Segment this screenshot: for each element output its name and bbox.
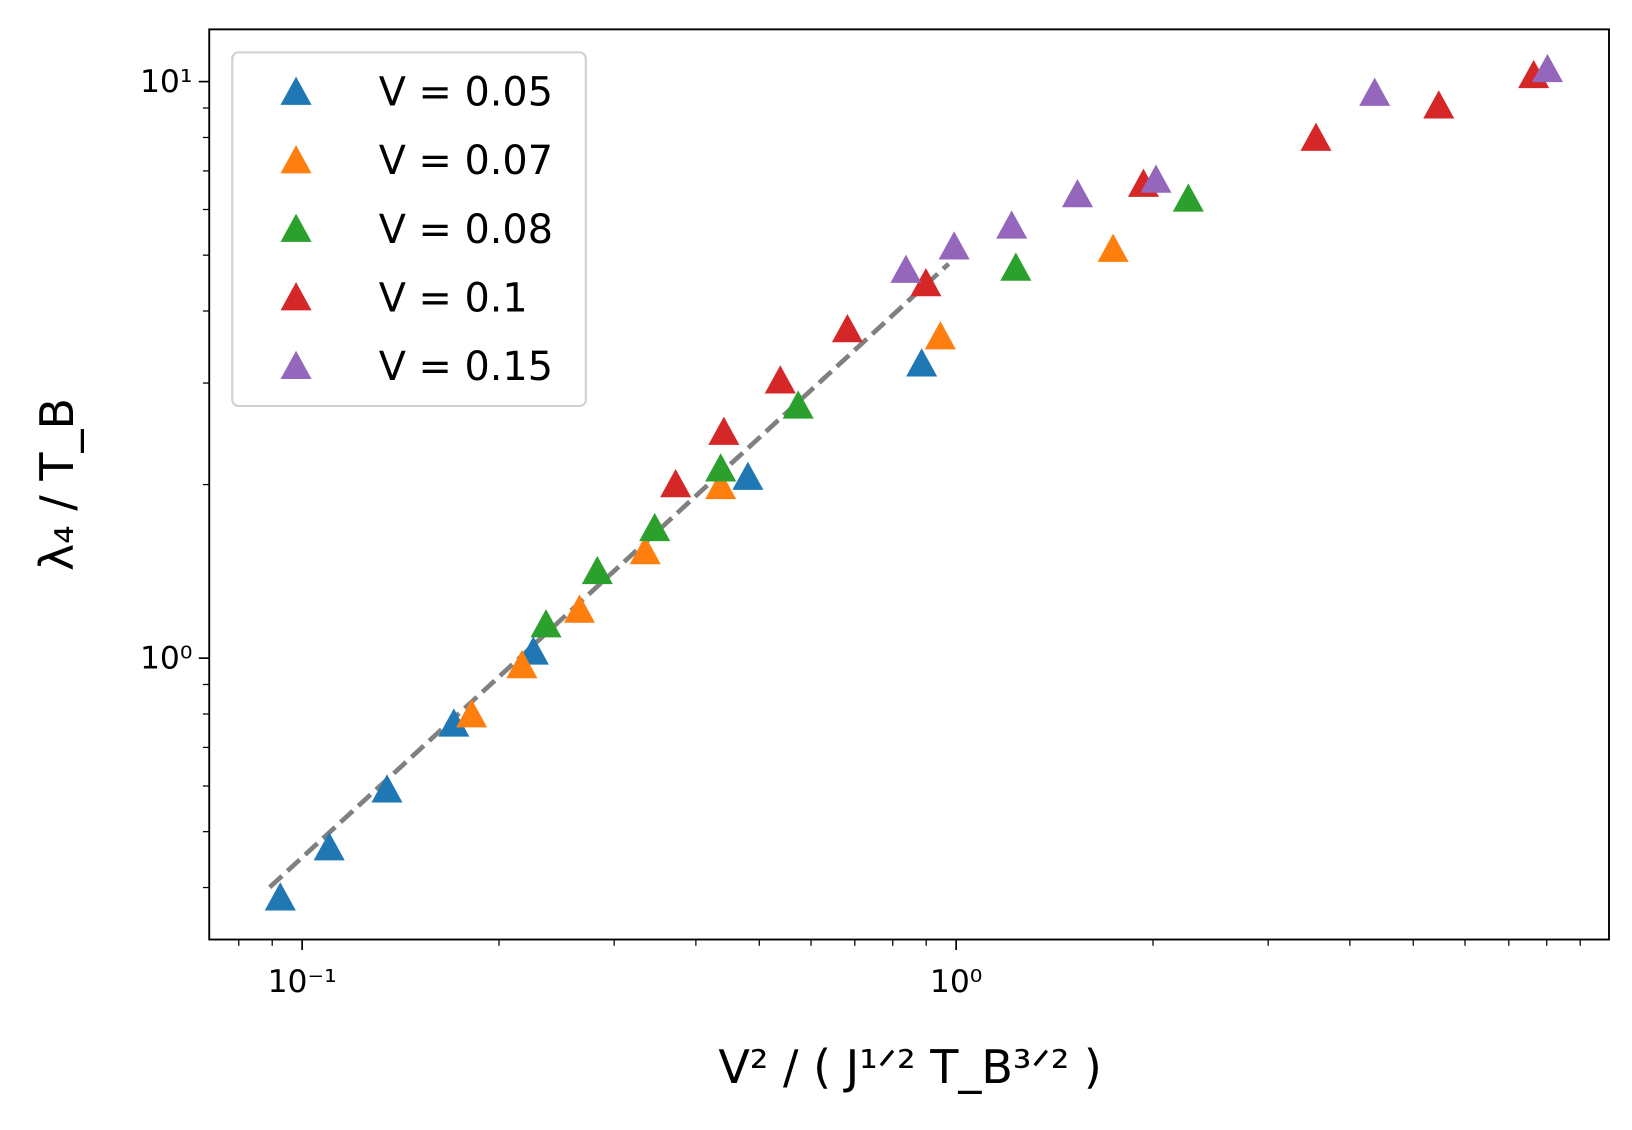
legend-box xyxy=(231,51,587,408)
point xyxy=(910,268,942,297)
x-axis-label: V² / ( J¹ᐟ² T_B³ᐟ² ) xyxy=(718,1040,1101,1094)
point xyxy=(264,882,296,911)
point xyxy=(581,555,613,585)
point xyxy=(924,321,956,350)
point xyxy=(660,469,692,498)
point xyxy=(629,535,661,565)
point xyxy=(530,609,562,638)
legend-marker xyxy=(280,350,312,379)
point xyxy=(1359,77,1391,106)
point xyxy=(831,313,863,343)
legend-marker xyxy=(280,76,312,105)
point xyxy=(1097,233,1129,262)
point xyxy=(705,470,737,500)
point xyxy=(563,594,596,623)
plot-frame xyxy=(208,28,1610,941)
point xyxy=(1061,178,1094,208)
point xyxy=(438,708,470,737)
point xyxy=(639,512,671,542)
x-tick-label: 10⁰ xyxy=(930,964,983,1000)
point xyxy=(782,390,814,419)
point xyxy=(456,699,488,728)
point xyxy=(1531,53,1563,83)
y-tick-label: 10¹ xyxy=(140,64,193,100)
point xyxy=(764,365,796,394)
point xyxy=(506,649,538,679)
legend-label: V = 0.15 xyxy=(379,344,553,390)
point xyxy=(371,774,403,803)
y-tick-label: 10⁰ xyxy=(140,641,193,677)
point xyxy=(996,210,1028,239)
point xyxy=(313,832,345,861)
point xyxy=(732,461,764,490)
point xyxy=(1300,122,1332,151)
point xyxy=(1172,183,1204,212)
point xyxy=(1140,164,1172,193)
point xyxy=(705,453,737,482)
legend-label: V = 0.05 xyxy=(379,70,553,116)
point xyxy=(1423,90,1455,119)
y-axis-label: λ₄ / T_B xyxy=(30,398,84,571)
legend-label: V = 0.1 xyxy=(379,275,528,321)
point xyxy=(1000,252,1032,281)
legend-label: V = 0.07 xyxy=(379,138,553,184)
point xyxy=(890,254,922,283)
point xyxy=(906,348,938,377)
point xyxy=(708,416,740,445)
legend-marker xyxy=(280,213,312,242)
legend-label: V = 0.08 xyxy=(379,207,553,253)
x-tick-label: 10⁻¹ xyxy=(268,964,337,1000)
legend-marker xyxy=(280,282,312,311)
legend-marker xyxy=(280,145,312,174)
point xyxy=(938,231,970,260)
